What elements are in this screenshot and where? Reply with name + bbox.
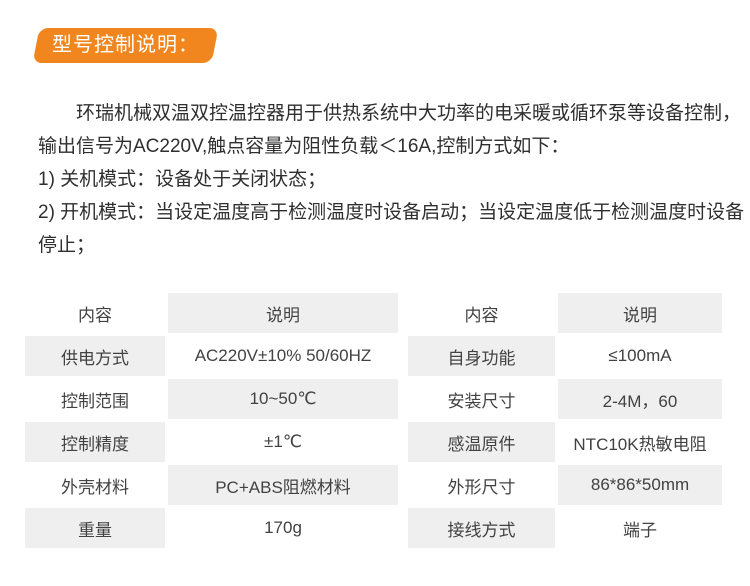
spec-value: ≤100mA bbox=[558, 336, 722, 376]
spec-label: 外形尺寸 bbox=[408, 465, 555, 505]
column-header: 说明 bbox=[558, 293, 722, 333]
spec-label: 外壳材料 bbox=[25, 465, 165, 505]
spec-value: NTC10K热敏电阻 bbox=[558, 422, 722, 462]
spec-value: ±1℃ bbox=[168, 422, 398, 462]
spec-table-right: 内容 说明 自身功能 ≤100mA 安装尺寸 2-4M，60 感温原件 NTC1… bbox=[408, 293, 722, 548]
column-header: 说明 bbox=[168, 293, 398, 333]
product-description: 环瑞机械双温双控温控器用于供热系统中大功率的电采暖或循环泵等设备控制， 输出信号… bbox=[38, 97, 745, 262]
spec-label: 供电方式 bbox=[25, 336, 165, 376]
column-header: 内容 bbox=[25, 293, 165, 333]
spec-value: 2-4M，60 bbox=[558, 379, 722, 419]
description-line: 输出信号为AC220V,触点容量为阻性负载＜16A,控制方式如下： bbox=[38, 136, 570, 157]
spec-table-left: 内容 说明 供电方式 AC220V±10% 50/60HZ 控制范围 10~50… bbox=[25, 293, 398, 548]
spec-label: 接线方式 bbox=[408, 508, 555, 548]
spec-label: 控制范围 bbox=[25, 379, 165, 419]
spec-value: 170g bbox=[168, 508, 398, 548]
description-line: 1) 关机模式：设备处于关闭状态； bbox=[38, 169, 327, 190]
description-line: 停止； bbox=[38, 235, 96, 256]
spec-label: 重量 bbox=[25, 508, 165, 548]
spec-label: 自身功能 bbox=[408, 336, 555, 376]
spec-label: 感温原件 bbox=[408, 422, 555, 462]
spec-label: 控制精度 bbox=[25, 422, 165, 462]
column-header: 内容 bbox=[408, 293, 555, 333]
spec-value: PC+ABS阻燃材料 bbox=[168, 465, 398, 505]
spec-value: 10~50℃ bbox=[168, 379, 398, 419]
description-line: 2) 开机模式：当设定温度高于检测温度时设备启动；当设定温度低于检测温度时设备 bbox=[38, 202, 745, 223]
spec-value: 端子 bbox=[558, 508, 722, 548]
section-title-badge: 型号控制说明： bbox=[32, 28, 219, 63]
section-title: 型号控制说明： bbox=[52, 34, 199, 56]
description-line: 环瑞机械双温双控温控器用于供热系统中大功率的电采暖或循环泵等设备控制， bbox=[76, 103, 742, 124]
spec-value: 86*86*50mm bbox=[558, 465, 722, 505]
spec-label: 安装尺寸 bbox=[408, 379, 555, 419]
spec-tables: 内容 说明 供电方式 AC220V±10% 50/60HZ 控制范围 10~50… bbox=[25, 293, 750, 548]
spec-value: AC220V±10% 50/60HZ bbox=[168, 336, 398, 376]
